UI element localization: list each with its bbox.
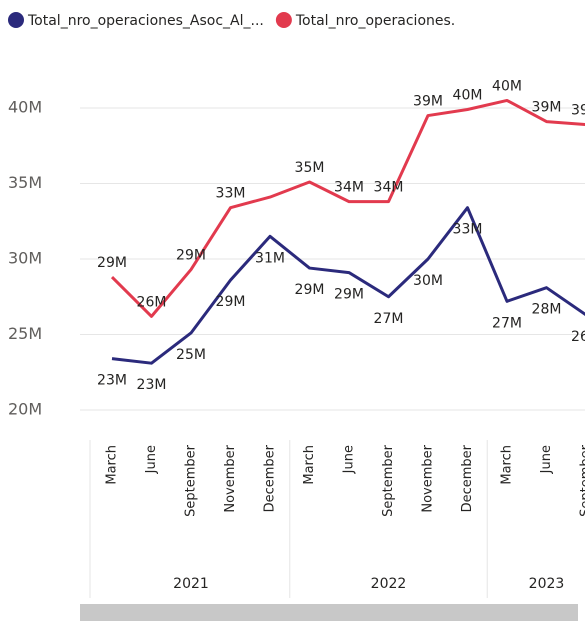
data-label: 39M — [532, 100, 562, 116]
x-tick-label: September — [381, 444, 396, 517]
x-group-label: 2021 — [173, 576, 209, 592]
x-tick-label: March — [500, 445, 515, 485]
data-label: 23M — [97, 373, 127, 389]
data-label: 34M — [374, 180, 404, 196]
y-tick-label: 25M — [8, 324, 42, 343]
data-label: 23M — [137, 377, 167, 393]
x-tick-label: March — [105, 445, 120, 485]
series-line — [111, 206, 585, 365]
data-label: 40M — [453, 88, 483, 104]
x-group-label: 2023 — [529, 576, 565, 592]
x-tick-label: September — [184, 444, 199, 517]
legend-marker — [8, 12, 24, 28]
data-label: 39M — [571, 103, 585, 119]
legend-label: Total_nro_operaciones_Asoc_Al_... — [27, 13, 264, 29]
data-label: 29M — [97, 255, 127, 271]
data-label: 34M — [334, 180, 364, 196]
x-tick-label: June — [342, 445, 357, 474]
x-tick-label: March — [302, 445, 317, 485]
data-label: 29M — [176, 248, 206, 264]
x-tick-label: September — [579, 444, 585, 517]
data-label: 28M — [532, 302, 562, 318]
x-tick-label: December — [263, 444, 278, 512]
data-label: 29M — [216, 294, 246, 310]
data-label: 27M — [374, 311, 404, 327]
data-label: 40M — [492, 78, 522, 94]
data-label: 31M — [255, 250, 285, 266]
data-label: 25M — [176, 347, 206, 363]
data-label: 29M — [295, 282, 325, 298]
x-tick-label: December — [460, 444, 475, 512]
legend-marker — [275, 12, 292, 28]
x-tick-label: November — [223, 444, 238, 512]
x-tick-label: November — [421, 444, 436, 512]
data-label: 35M — [295, 160, 325, 176]
x-tick-label: June — [539, 445, 554, 474]
legend-label: Total_nro_operaciones. — [295, 13, 455, 29]
data-label: 27M — [492, 315, 522, 331]
series-line — [110, 98, 585, 318]
data-label: 26M — [571, 329, 585, 345]
y-tick-label: 35M — [8, 173, 42, 192]
y-tick-label: 30M — [8, 249, 42, 268]
scrollbar — [80, 604, 578, 621]
data-label: 29M — [334, 287, 364, 303]
data-label: 39M — [413, 94, 443, 110]
data-label: 33M — [453, 222, 483, 238]
x-group-label: 2022 — [371, 576, 407, 592]
y-tick-label: 20M — [8, 400, 42, 419]
data-label: 30M — [413, 273, 443, 289]
x-tick-label: June — [144, 445, 159, 474]
data-label: 33M — [216, 186, 246, 202]
y-tick-label: 40M — [8, 98, 42, 117]
data-label: 26M — [137, 294, 167, 310]
